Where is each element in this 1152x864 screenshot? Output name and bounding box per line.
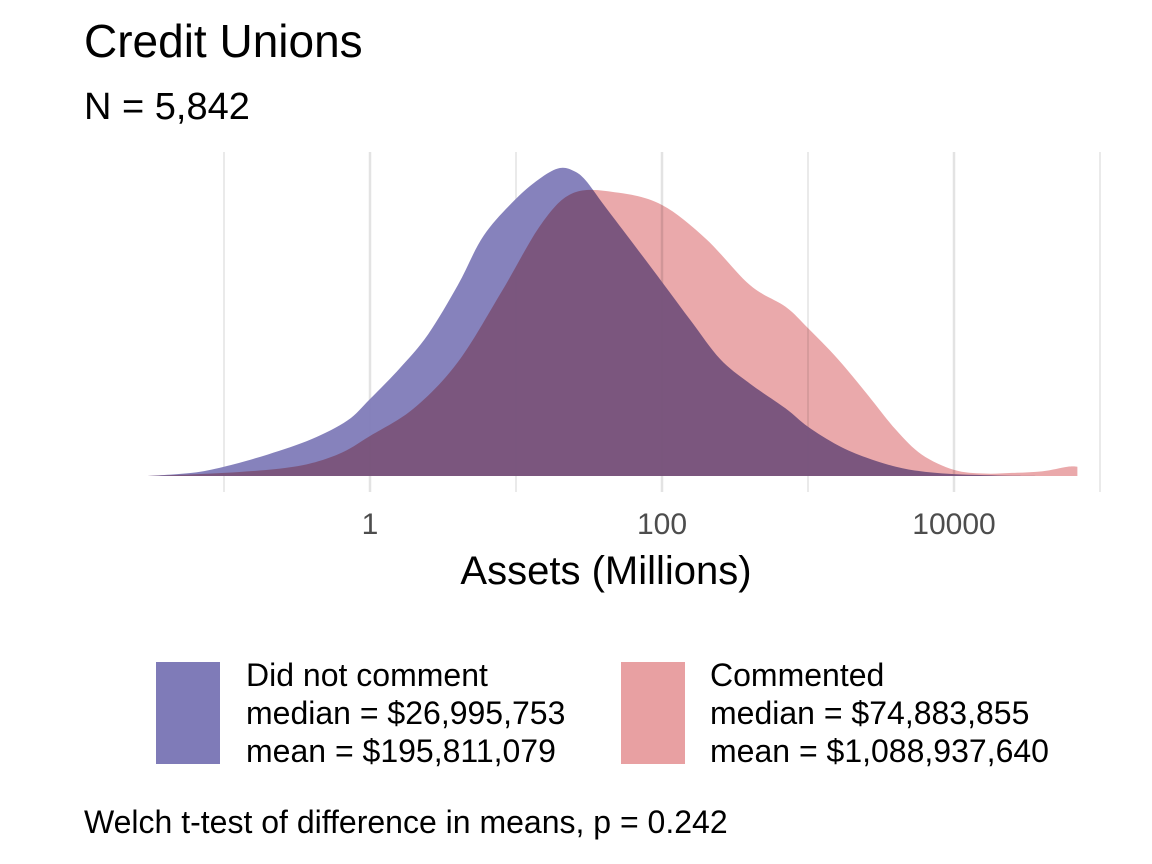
chart-title: Credit Unions	[84, 15, 363, 67]
legend-mean: mean = $1,088,937,640	[710, 733, 1049, 769]
legend-entry-did-not-comment: Did not comment median = $26,995,753 mea…	[246, 656, 565, 770]
chart-subtitle: N = 5,842	[84, 86, 250, 128]
legend-label: Commented	[710, 657, 885, 693]
x-axis-label: Assets (Millions)	[460, 549, 751, 593]
density-series	[147, 167, 1078, 477]
legend-entry-commented: Commented median = $74,883,855 mean = $1…	[710, 656, 1049, 770]
legend-median: median = $26,995,753	[246, 695, 566, 731]
density-plot: 1 100 10000 Assets (Millions)	[147, 152, 1101, 593]
x-tick-label: 1	[362, 508, 379, 541]
density-area-commented	[147, 189, 1078, 477]
x-tick-label: 10000	[912, 508, 995, 541]
x-tick-label: 100	[637, 508, 687, 541]
legend-mean: mean = $195,811,079	[246, 733, 556, 769]
legend-swatch-commented	[621, 662, 685, 764]
legend-median: median = $74,883,855	[710, 695, 1030, 731]
x-axis-ticks: 1 100 10000	[362, 508, 996, 541]
legend-swatch-did-not-comment	[156, 662, 220, 764]
legend-label: Did not comment	[246, 657, 488, 693]
footnote: Welch t-test of difference in means, p =…	[84, 804, 728, 840]
